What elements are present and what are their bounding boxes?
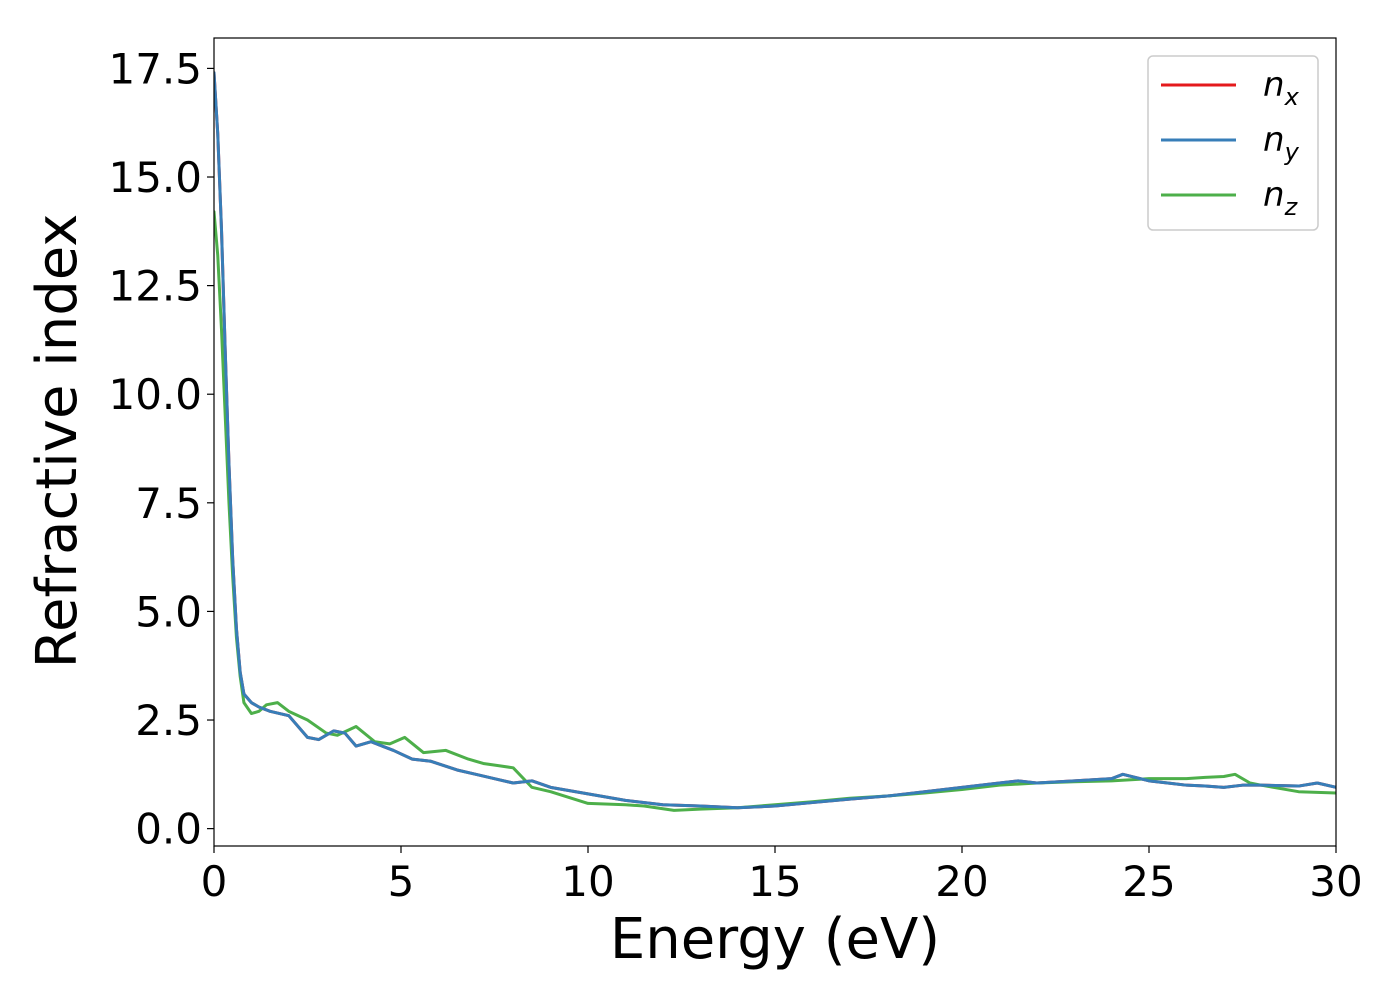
y-tick-label: 15.0	[108, 153, 202, 202]
legend-frame	[1147, 55, 1319, 231]
x-tick-label: 0	[201, 857, 228, 906]
x-tick-label: 20	[935, 857, 988, 906]
y-axis-label: Refractive index	[25, 214, 90, 669]
y-tick-label: 17.5	[108, 44, 202, 93]
y-tick-label: 0.0	[135, 805, 202, 854]
plot-area: 0 5 10 15 20 25 30 0.0 2.5 5.0 7.5 10.0 12.5 15.0 17.5	[108, 37, 1363, 906]
y-tick-label: 12.5	[108, 262, 202, 311]
legend-label-ny: ny	[1263, 120, 1300, 166]
x-tick-label: 30	[1309, 857, 1362, 906]
legend-label-nx: nx	[1263, 65, 1300, 111]
x-tick-label: 15	[748, 857, 801, 906]
series-line-ny	[214, 71, 1336, 810]
x-tick-label: 25	[1122, 857, 1175, 906]
y-tick-label: 2.5	[135, 696, 202, 745]
x-tick-label: 10	[561, 857, 614, 906]
series-line-nz	[214, 210, 1336, 812]
x-axis-label: Energy (eV)	[610, 907, 940, 972]
y-tick-label: 5.0	[135, 587, 202, 636]
x-tick-label: 5	[388, 857, 415, 906]
y-tick-label: 10.0	[108, 370, 202, 419]
y-tick-label: 7.5	[135, 479, 202, 528]
